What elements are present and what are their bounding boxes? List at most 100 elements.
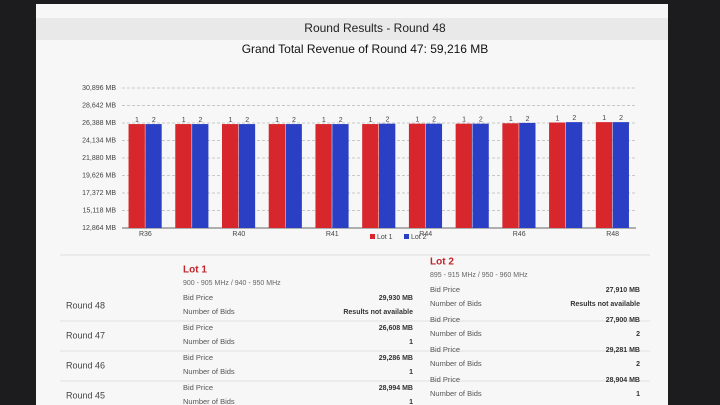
field-value: 29,286 MB — [379, 355, 413, 362]
bar — [238, 124, 256, 228]
bar-rank-label: 2 — [199, 117, 203, 124]
round-label: Round 48 — [66, 300, 105, 310]
bar — [362, 124, 379, 228]
field-label: Bid Price — [430, 285, 460, 294]
bar — [565, 122, 583, 228]
bar-rank-label: 1 — [602, 115, 606, 122]
field-label: Bid Price — [183, 323, 213, 332]
lot-band: 895 - 915 MHz / 950 - 960 MHz — [430, 272, 528, 279]
bar-rank-label: 2 — [152, 117, 156, 124]
chart-subtitle: Grand Total Revenue of Round 47: 59,216 … — [242, 42, 489, 56]
field-value: Results not available — [343, 309, 413, 316]
bar — [221, 124, 239, 228]
legend-swatch — [404, 234, 409, 239]
field-label: Bid Price — [430, 375, 460, 384]
bar — [175, 124, 192, 228]
bar-rank-label: 1 — [462, 117, 466, 124]
bar — [549, 122, 566, 228]
field-label: Number of Bids — [430, 359, 482, 368]
field-value: 28,904 MB — [606, 377, 640, 384]
field-label: Number of Bids — [430, 329, 482, 338]
bar — [379, 123, 396, 228]
bar-rank-label: 2 — [572, 115, 576, 122]
field-value: 1 — [409, 399, 413, 405]
bar-rank-label: 2 — [339, 117, 343, 124]
field-label: Number of Bids — [183, 307, 235, 316]
field-label: Bid Price — [430, 345, 460, 354]
bar — [502, 123, 519, 228]
bar — [145, 124, 162, 228]
round-label: Round 45 — [66, 390, 105, 400]
field-label: Bid Price — [183, 353, 213, 362]
field-label: Bid Price — [183, 383, 213, 392]
bar — [519, 122, 536, 228]
field-label: Bid Price — [430, 315, 460, 324]
y-tick-label: 17,372 MB — [82, 190, 116, 197]
lot-title: Lot 1 — [183, 265, 207, 276]
bar-rank-label: 1 — [322, 117, 326, 124]
chart-title: Round Results - Round 48 — [304, 21, 446, 35]
bar-rank-label: 1 — [182, 117, 186, 124]
y-tick-label: 26,388 MB — [82, 120, 116, 127]
field-value: 27,910 MB — [606, 287, 640, 294]
bar-rank-label: 2 — [619, 115, 623, 122]
header-bar — [36, 18, 668, 40]
bar-rank-label: 2 — [385, 117, 389, 124]
bar — [595, 122, 613, 228]
field-value: 2 — [636, 361, 640, 368]
bar-rank-label: 2 — [432, 117, 436, 124]
bar-rank-label: 1 — [369, 117, 373, 124]
bar — [408, 123, 426, 228]
field-label: Number of Bids — [430, 389, 482, 398]
field-value: 29,930 MB — [379, 295, 413, 302]
bar — [128, 124, 145, 228]
field-value: 2 — [636, 331, 640, 338]
bar-rank-label: 1 — [228, 117, 232, 124]
bar — [285, 124, 302, 228]
legend-swatch — [370, 234, 375, 239]
field-value: 29,281 MB — [606, 347, 640, 354]
bar-rank-label: 2 — [245, 117, 249, 124]
legend-label: Lot 1 — [377, 234, 393, 241]
field-value: 27,900 MB — [606, 317, 640, 324]
y-tick-label: 15,118 MB — [83, 207, 117, 214]
bar-rank-label: 1 — [556, 115, 560, 122]
round-label: Round 47 — [66, 330, 105, 340]
y-tick-label: 24,134 MB — [82, 137, 116, 144]
bar-rank-label: 1 — [275, 117, 279, 124]
bar-rank-label: 1 — [135, 117, 139, 124]
bar-rank-label: 2 — [526, 116, 530, 123]
field-value: 1 — [636, 391, 640, 398]
bar — [455, 123, 472, 228]
bar-rank-label: 1 — [415, 117, 419, 124]
x-tick-label: R44 — [419, 231, 432, 238]
x-tick-label: R48 — [606, 231, 619, 238]
bar — [425, 123, 443, 228]
bar-rank-label: 2 — [292, 117, 296, 124]
y-tick-label: 21,880 MB — [82, 155, 116, 162]
y-tick-label: 19,626 MB — [82, 172, 116, 179]
bar — [315, 124, 332, 228]
y-tick-label: 28,642 MB — [82, 102, 116, 109]
lot-title: Lot 2 — [430, 257, 454, 268]
bar — [268, 124, 286, 228]
bar — [472, 123, 489, 228]
field-label: Number of Bids — [183, 337, 235, 346]
bar-rank-label: 1 — [509, 116, 513, 123]
y-tick-label: 12,864 MB — [82, 225, 116, 232]
field-value: 1 — [409, 339, 413, 346]
bar — [192, 124, 209, 228]
x-tick-label: R36 — [139, 231, 152, 238]
x-tick-label: R40 — [232, 231, 245, 238]
field-label: Number of Bids — [430, 299, 482, 308]
legend-label: Lot 2 — [411, 234, 427, 241]
y-tick-label: 30,896 MB — [82, 85, 116, 92]
field-label: Number of Bids — [183, 397, 235, 405]
bar-rank-label: 2 — [479, 117, 483, 124]
field-label: Number of Bids — [183, 367, 235, 376]
field-label: Bid Price — [183, 293, 213, 302]
lot-band: 900 - 905 MHz / 940 - 950 MHz — [183, 280, 281, 287]
field-value: 1 — [409, 369, 413, 376]
x-tick-label: R46 — [513, 231, 526, 238]
